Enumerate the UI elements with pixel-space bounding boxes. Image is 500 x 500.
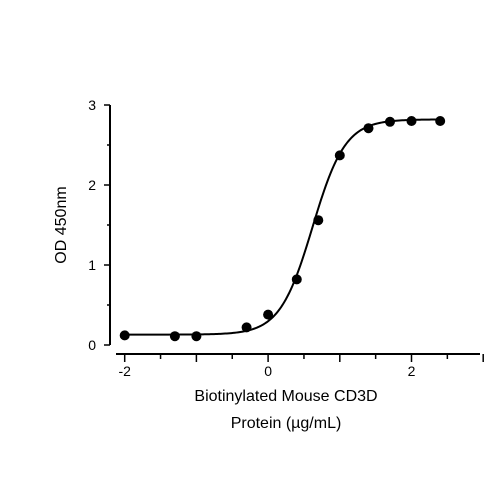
- y-tick-label: 1: [88, 257, 96, 273]
- data-point: [191, 331, 202, 342]
- fit-curve: [124, 118, 444, 336]
- data-point: [263, 309, 274, 320]
- y-axis-title: OD 450nm: [53, 186, 70, 263]
- data-point: [384, 116, 395, 127]
- y-tick-label: 0: [88, 337, 96, 353]
- x-tick-label: -2: [118, 363, 131, 379]
- data-point: [363, 123, 374, 134]
- x-tick-label: 2: [408, 363, 416, 379]
- data-point: [313, 215, 324, 226]
- data-point: [406, 116, 417, 126]
- x-tick-label: 0: [264, 363, 272, 379]
- x-axis-title-line-1: Biotinylated Mouse CD3D: [194, 388, 377, 405]
- data-point: [241, 322, 252, 333]
- y-tick-label: 3: [88, 97, 96, 113]
- data-point: [435, 116, 446, 126]
- data-point: [334, 150, 345, 161]
- x-axis-title-line-2: Protein (µg/mL): [231, 415, 342, 432]
- data-point: [291, 274, 302, 285]
- data-point: [169, 331, 180, 342]
- y-tick-label: 2: [88, 177, 96, 193]
- data-point: [119, 330, 130, 341]
